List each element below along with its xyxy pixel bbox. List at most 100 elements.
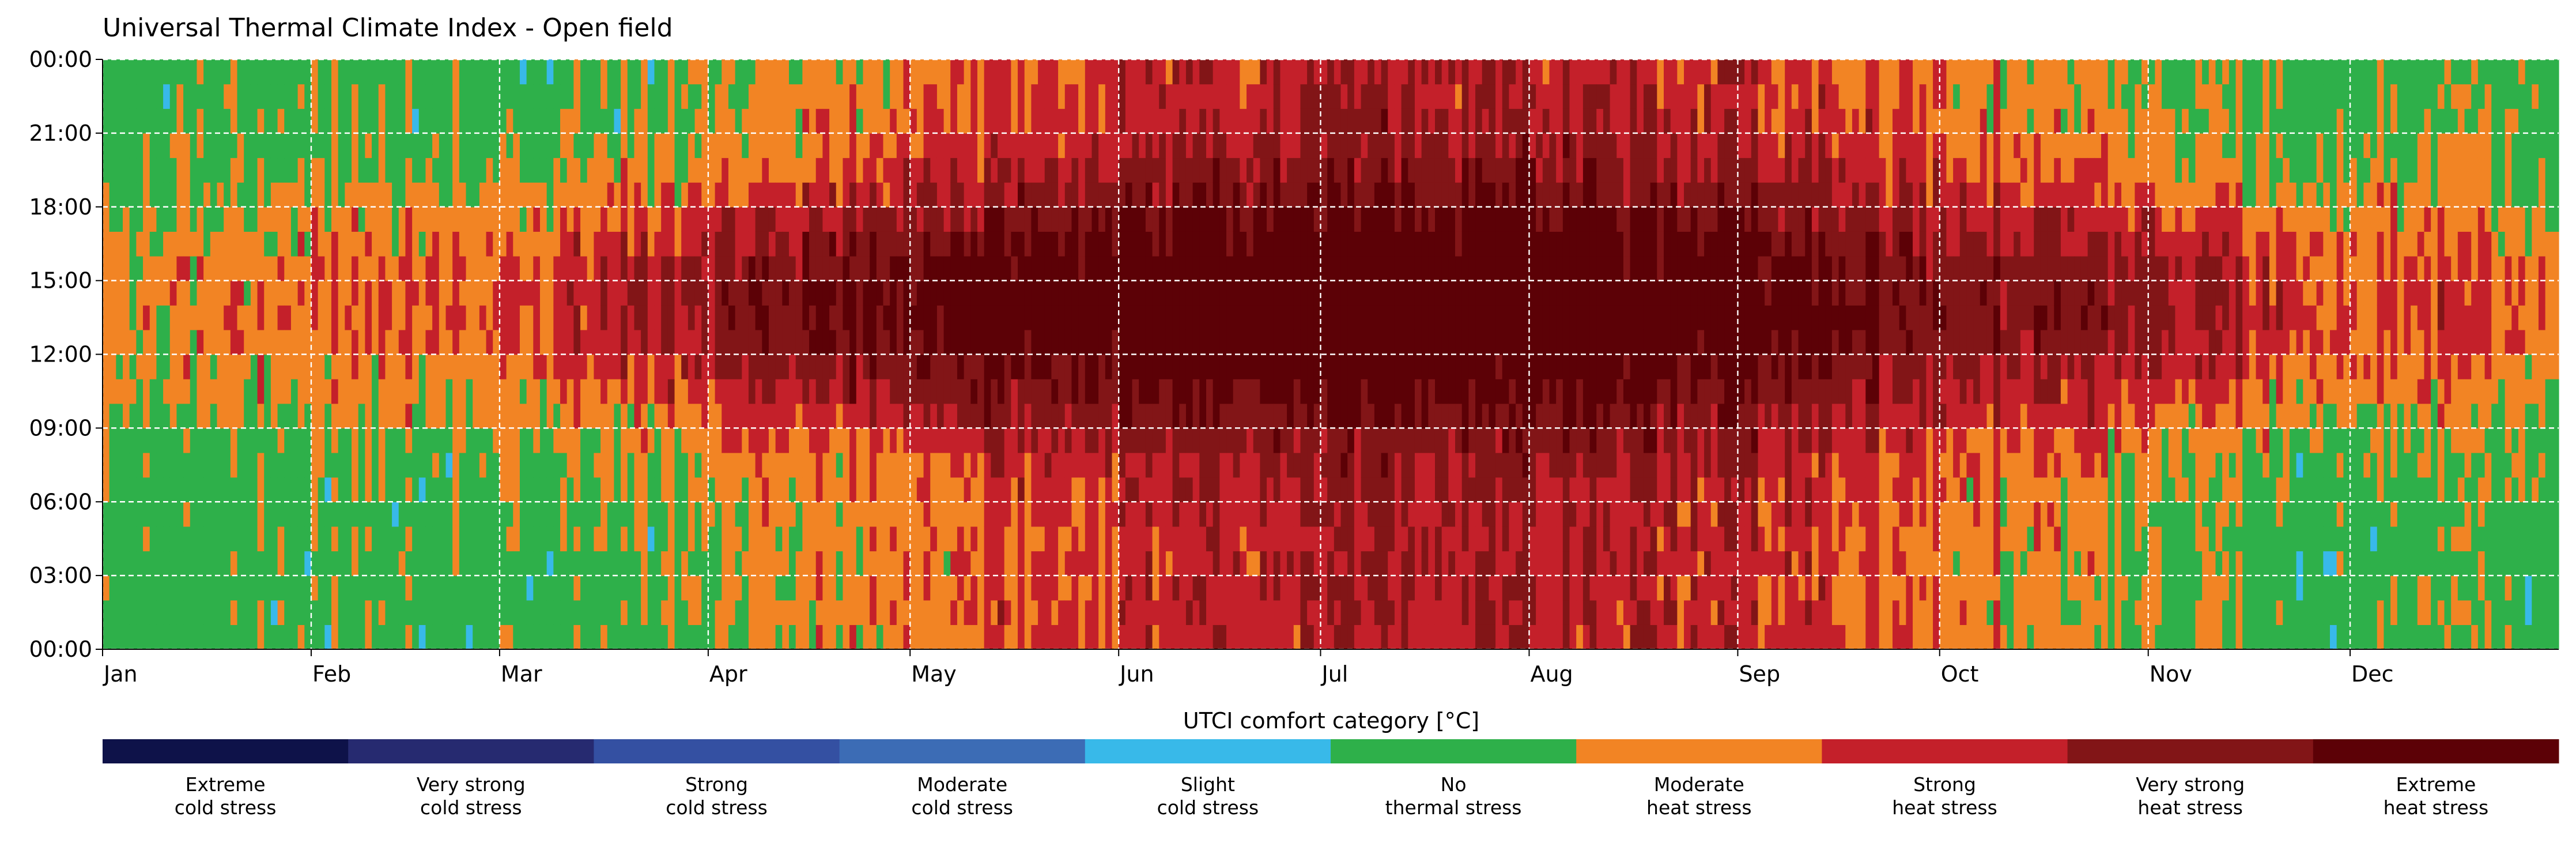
heatmap-cell (169, 84, 177, 109)
heatmap-cell (647, 157, 655, 183)
heatmap-cell (203, 305, 211, 330)
heatmap-cell (998, 600, 1005, 625)
heatmap-cell (445, 551, 453, 576)
heatmap-cell (1185, 206, 1193, 232)
heatmap-cell (1132, 624, 1139, 650)
heatmap-cell (425, 354, 433, 379)
heatmap-cell (149, 477, 157, 502)
heatmap-cell (1327, 231, 1335, 257)
heatmap-cell (621, 477, 628, 502)
heatmap-cell (1260, 157, 1267, 183)
heatmap-cell (748, 379, 756, 404)
heatmap-cell (284, 551, 292, 576)
heatmap-cell (641, 477, 648, 502)
heatmap-cell (479, 305, 487, 330)
heatmap-cell (587, 84, 594, 109)
heatmap-cell (916, 256, 924, 281)
heatmap-cell (849, 428, 857, 453)
heatmap-cell (580, 59, 588, 85)
heatmap-cell (815, 477, 824, 502)
heatmap-cell (641, 256, 648, 281)
heatmap-cell (203, 182, 211, 208)
heatmap-cell (385, 157, 392, 183)
heatmap-cell (795, 133, 803, 159)
heatmap-cell (587, 157, 594, 183)
heatmap-cell (1441, 624, 1449, 650)
heatmap-cell (1434, 403, 1442, 428)
heatmap-cell (1267, 157, 1274, 183)
heatmap-cell (970, 526, 978, 552)
heatmap-cell (594, 329, 601, 355)
heatmap-cell (647, 329, 655, 355)
heatmap-cell (701, 280, 709, 306)
heatmap-cell (190, 133, 198, 159)
heatmap-cell (190, 600, 198, 625)
heatmap-cell (1024, 157, 1032, 183)
heatmap-cell (1334, 551, 1342, 576)
heatmap-cell (237, 108, 244, 134)
heatmap-cell (1273, 329, 1281, 355)
heatmap-cell (789, 231, 796, 257)
heatmap-cell (1489, 575, 1496, 601)
heatmap-cell (984, 59, 991, 85)
heatmap-cell (418, 182, 426, 208)
heatmap-cell (459, 182, 467, 208)
heatmap-cell (250, 84, 258, 109)
heatmap-cell (634, 624, 641, 650)
heatmap-cell (768, 305, 776, 330)
heatmap-cell (1448, 428, 1456, 453)
heatmap-cell (970, 575, 978, 601)
heatmap-cell (1098, 280, 1106, 306)
heatmap-cell (297, 108, 305, 134)
heatmap-cell (1185, 403, 1193, 428)
heatmap-cell (203, 354, 211, 379)
heatmap-cell (385, 624, 392, 650)
heatmap-cell (970, 84, 978, 109)
heatmap-cell (156, 108, 164, 134)
heatmap-cell (856, 477, 864, 502)
heatmap-cell (1024, 624, 1032, 650)
heatmap-cell (1031, 59, 1038, 85)
heatmap-cell (1253, 502, 1260, 527)
heatmap-cell (519, 551, 527, 576)
heatmap-cell (1247, 206, 1254, 232)
heatmap-cell (768, 256, 776, 281)
heatmap-cell (587, 477, 594, 502)
heatmap-cell (681, 305, 689, 330)
heatmap-cell (210, 329, 218, 355)
heatmap-cell (1280, 600, 1287, 625)
heatmap-cell (290, 59, 299, 85)
heatmap-cell (594, 453, 601, 478)
heatmap-cell (1051, 403, 1059, 428)
heatmap-cell (1273, 453, 1281, 478)
heatmap-cell (936, 133, 945, 159)
heatmap-cell (587, 280, 594, 306)
heatmap-cell (903, 624, 911, 650)
heatmap-cell (950, 206, 958, 232)
heatmap-cell (290, 575, 299, 601)
heatmap-cell (425, 575, 433, 601)
heatmap-cell (352, 329, 359, 355)
heatmap-cell (977, 231, 985, 257)
heatmap-cell (473, 600, 480, 625)
heatmap-cell (1475, 182, 1483, 208)
heatmap-cell (546, 600, 554, 625)
heatmap-cell (896, 84, 904, 109)
heatmap-cell (1287, 477, 1294, 502)
heatmap-cell (795, 231, 803, 257)
heatmap-cell (311, 403, 319, 428)
heatmap-cell (594, 403, 601, 428)
heatmap-cell (748, 157, 756, 183)
heatmap-cell (539, 231, 547, 257)
heatmap-cell (372, 206, 379, 232)
heatmap-cell (297, 59, 305, 85)
heatmap-cell (1267, 84, 1274, 109)
heatmap-cell (768, 526, 776, 552)
heatmap-cell (1192, 206, 1200, 232)
heatmap-cell (936, 502, 945, 527)
heatmap-cell (1226, 575, 1234, 601)
heatmap-cell (782, 231, 790, 257)
heatmap-cell (647, 305, 655, 330)
heatmap-cell (560, 84, 568, 109)
heatmap-cell (452, 182, 460, 208)
